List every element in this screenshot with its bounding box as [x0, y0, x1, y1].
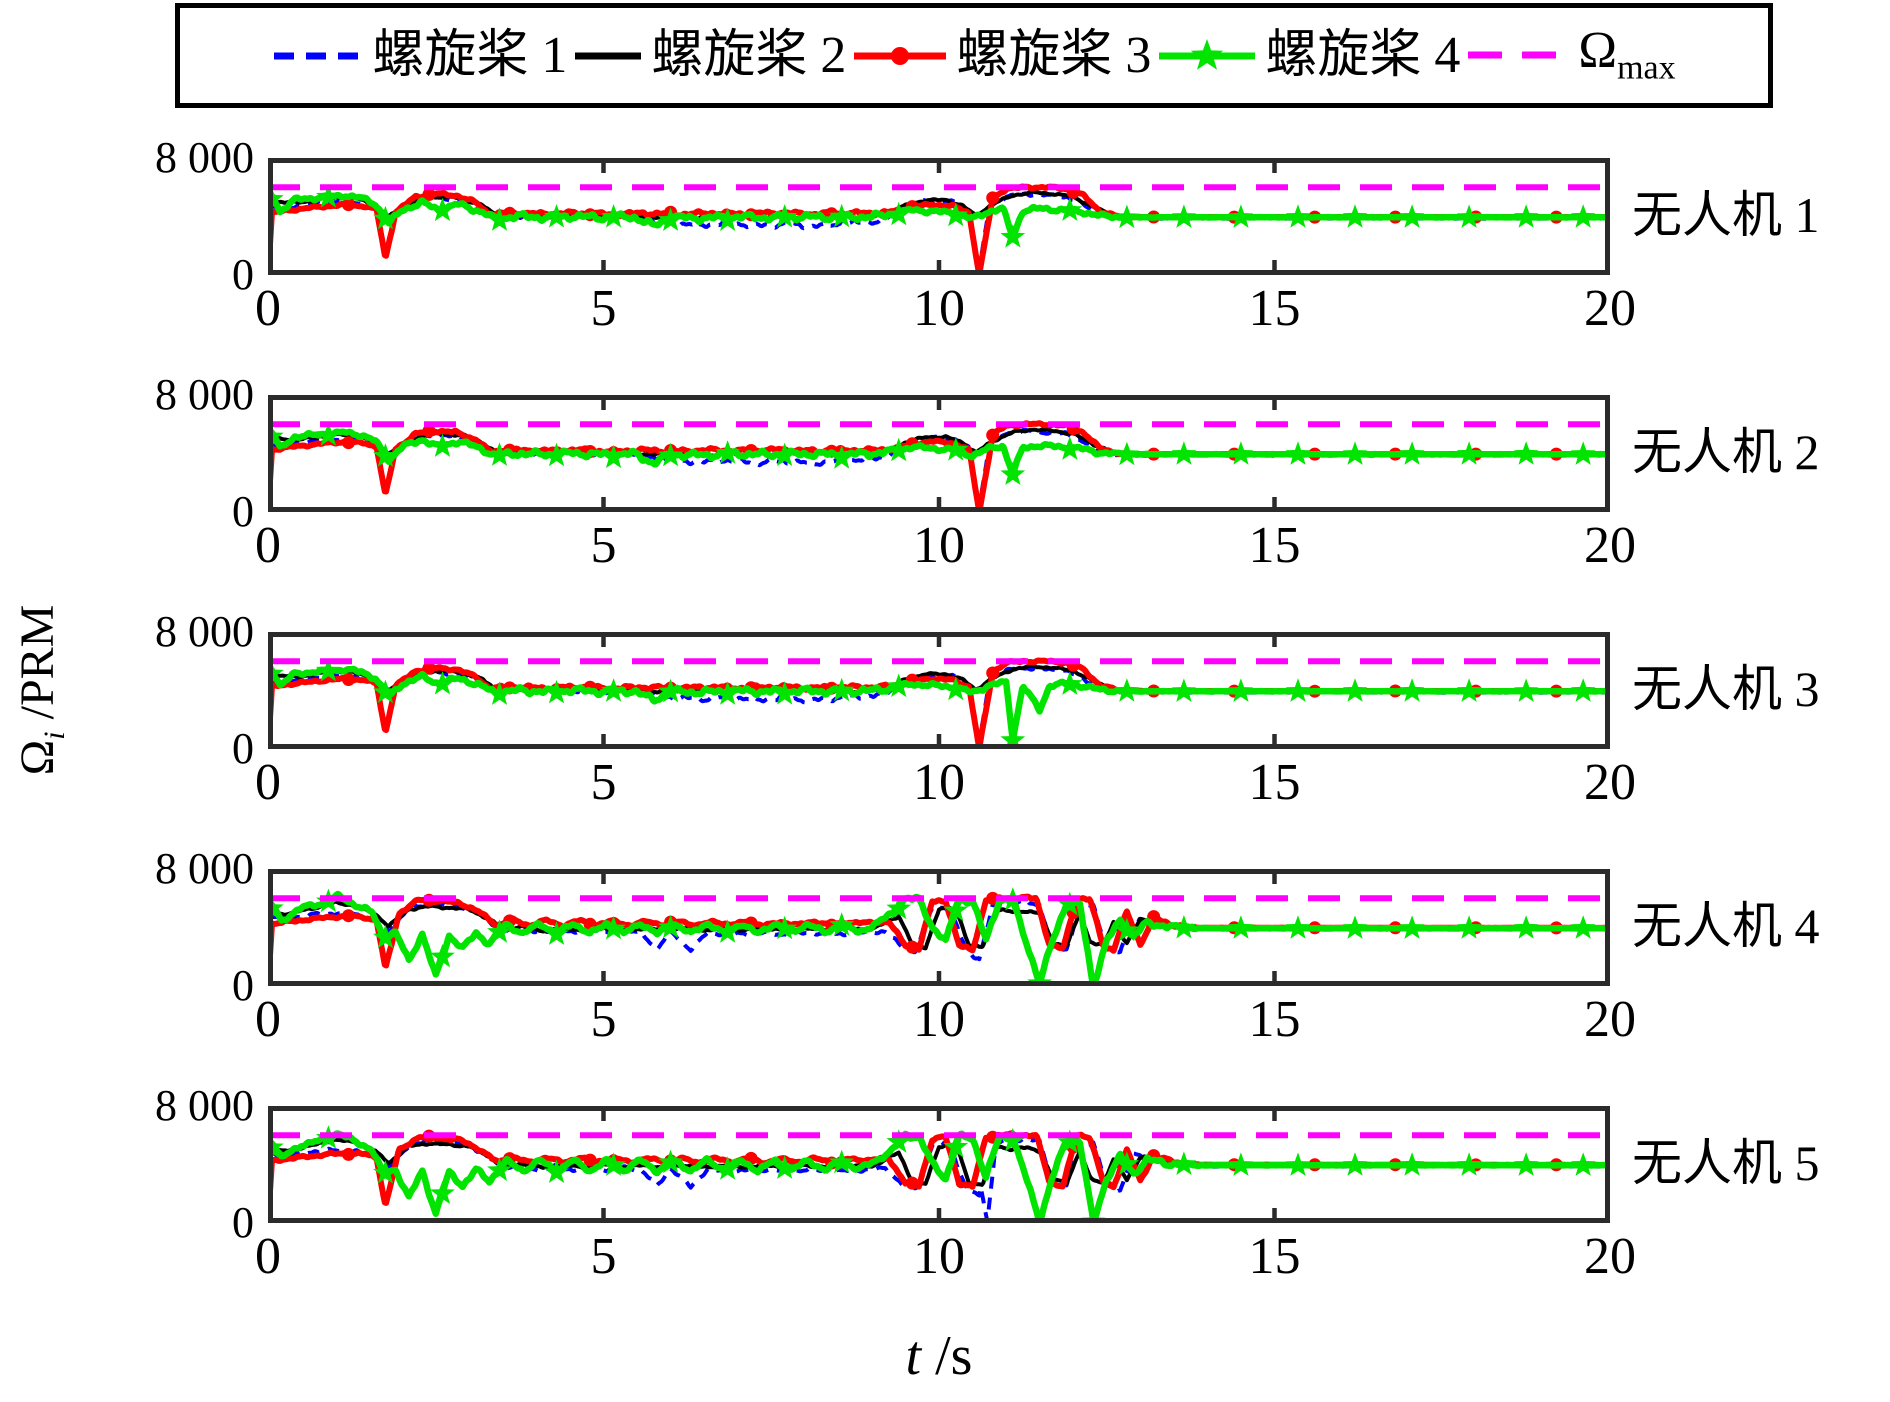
x-tick: 15: [1248, 280, 1301, 337]
legend-item-omega-max: Ωmax: [1466, 22, 1676, 87]
x-tick: 0: [255, 517, 281, 574]
green-star-line-icon: [1157, 34, 1257, 78]
x-tick: 5: [590, 280, 617, 337]
x-tick: 10: [913, 991, 965, 1048]
drone-label-1: 无人机 1: [1632, 187, 1820, 243]
x-tick: 5: [590, 754, 617, 811]
y-axis-label: Ωi /PRM: [11, 604, 71, 776]
legend-label-prop1: 螺旋桨 1: [372, 26, 568, 84]
y-tick-8000: 8 000: [155, 844, 254, 893]
x-tick: 10: [913, 280, 965, 337]
x-tick: 5: [590, 991, 617, 1048]
x-tick: 10: [913, 754, 965, 811]
red-dot-line-icon: [852, 34, 948, 78]
black-solid-line-icon: [573, 34, 643, 78]
subplot-2-plot: [268, 395, 1610, 512]
y-tick-0: 0: [232, 1198, 254, 1247]
y-tick-0: 0: [232, 250, 254, 299]
legend-label-prop3: 螺旋桨 3: [956, 26, 1152, 84]
x-tick: 15: [1248, 754, 1301, 811]
drone-label-5: 无人机 5: [1632, 1135, 1820, 1191]
y-tick-0: 0: [232, 961, 254, 1010]
x-axis-label: t /s: [905, 1325, 973, 1387]
legend-item-prop1: 螺旋桨 1: [272, 26, 568, 84]
x-tick: 20: [1584, 754, 1636, 811]
legend-item-prop2: 螺旋桨 2: [573, 26, 847, 84]
x-tick: 20: [1584, 991, 1636, 1048]
x-tick: 0: [255, 991, 281, 1048]
x-tick: 10: [913, 517, 965, 574]
y-tick-0: 0: [232, 724, 254, 773]
x-tick: 15: [1248, 991, 1301, 1048]
y-tick-8000: 8 000: [155, 133, 254, 182]
legend-item-prop3: 螺旋桨 3: [852, 26, 1152, 84]
x-tick: 20: [1584, 1228, 1636, 1285]
y-tick-0: 0: [232, 487, 254, 536]
legend: 螺旋桨 1 螺旋桨 2 螺旋桨 3 螺旋桨 4 Ωmax: [175, 3, 1773, 108]
y-tick-8000: 8 000: [155, 1081, 254, 1130]
x-tick: 5: [590, 517, 617, 574]
legend-label-prop4: 螺旋桨 4: [1265, 26, 1461, 84]
x-tick: 15: [1248, 1228, 1301, 1285]
x-tick: 0: [255, 754, 281, 811]
x-tick: 5: [590, 1228, 617, 1285]
legend-label-omega-max: Ωmax: [1578, 22, 1676, 87]
x-tick: 20: [1584, 280, 1636, 337]
y-tick-8000: 8 000: [155, 607, 254, 656]
subplot-5-plot: [268, 1106, 1610, 1223]
x-tick: 0: [255, 280, 281, 337]
subplot-1-plot: [268, 158, 1610, 275]
legend-item-prop4: 螺旋桨 4: [1157, 26, 1461, 84]
blue-dashed-line-icon: [272, 34, 364, 78]
drone-label-4: 无人机 4: [1632, 898, 1820, 954]
magenta-dashed-line-icon: [1466, 33, 1570, 77]
subplot-4-plot: [268, 869, 1610, 986]
legend-label-prop2: 螺旋桨 2: [651, 26, 847, 84]
x-tick: 15: [1248, 517, 1301, 574]
x-tick: 10: [913, 1228, 965, 1285]
y-tick-8000: 8 000: [155, 370, 254, 419]
subplot-3-plot: [268, 632, 1610, 749]
x-tick: 20: [1584, 517, 1636, 574]
drone-label-3: 无人机 3: [1632, 661, 1820, 717]
x-tick: 0: [255, 1228, 281, 1285]
drone-label-2: 无人机 2: [1632, 424, 1820, 480]
